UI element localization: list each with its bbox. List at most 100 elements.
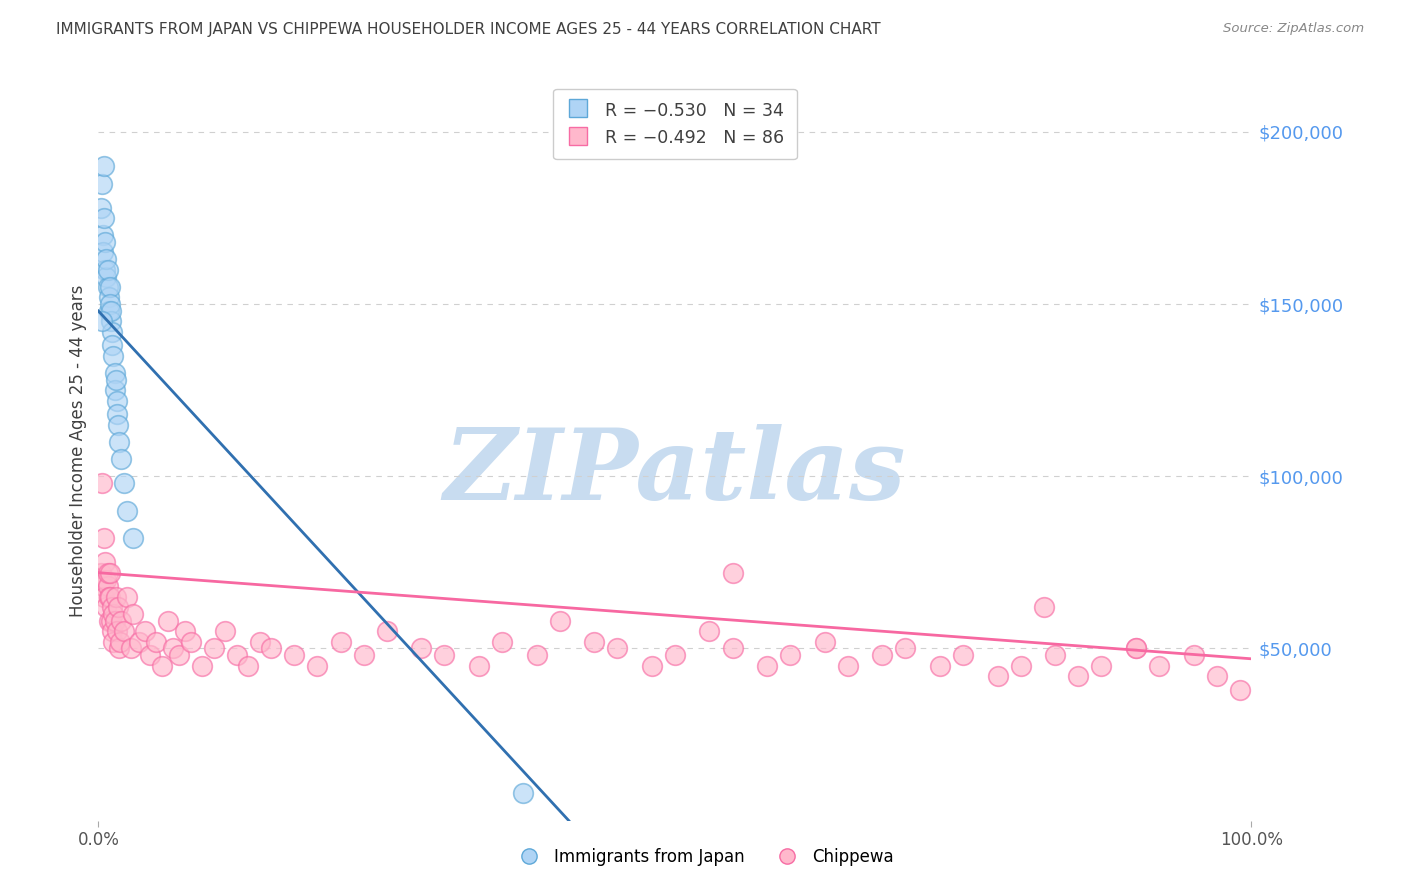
Point <box>97 262 120 277</box>
Point <box>101 624 124 639</box>
Point <box>93 531 115 545</box>
Point <box>120 641 142 656</box>
Point <box>307 658 329 673</box>
Point <box>117 504 139 518</box>
Point <box>699 624 721 639</box>
Point <box>97 290 120 304</box>
Point <box>100 304 122 318</box>
Point <box>122 607 145 621</box>
Point <box>105 393 128 408</box>
Point <box>96 252 118 267</box>
Point <box>1229 682 1251 697</box>
Point <box>91 579 114 593</box>
Point <box>93 590 115 604</box>
Point <box>929 658 952 673</box>
Point <box>98 566 121 580</box>
Point <box>104 373 127 387</box>
Point <box>1010 658 1032 673</box>
Point <box>238 658 260 673</box>
Point <box>1045 648 1067 663</box>
Point <box>117 590 139 604</box>
Point <box>548 614 571 628</box>
Legend: R = −0.530   N = 34, R = −0.492   N = 86: R = −0.530 N = 34, R = −0.492 N = 86 <box>553 89 797 160</box>
Point <box>91 245 114 260</box>
Point <box>90 177 112 191</box>
Point <box>107 417 129 432</box>
Point <box>112 476 135 491</box>
Point <box>375 624 398 639</box>
Point <box>894 641 917 656</box>
Point <box>329 634 352 648</box>
Point <box>110 634 132 648</box>
Point <box>283 648 305 663</box>
Text: IMMIGRANTS FROM JAPAN VS CHIPPEWA HOUSEHOLDER INCOME AGES 25 - 44 YEARS CORRELAT: IMMIGRANTS FROM JAPAN VS CHIPPEWA HOUSEH… <box>56 22 882 37</box>
Point <box>94 555 117 569</box>
Point <box>94 235 117 249</box>
Point <box>104 590 127 604</box>
Point <box>93 160 115 174</box>
Point <box>145 634 167 648</box>
Point <box>512 786 534 800</box>
Point <box>122 531 145 545</box>
Point <box>214 624 236 639</box>
Point <box>779 648 801 663</box>
Point <box>167 648 190 663</box>
Point <box>90 573 112 587</box>
Point <box>96 269 118 284</box>
Point <box>837 658 859 673</box>
Point <box>952 648 974 663</box>
Point <box>97 579 120 593</box>
Point <box>97 566 120 580</box>
Point <box>98 280 121 294</box>
Point <box>105 624 128 639</box>
Point <box>96 573 118 587</box>
Point <box>105 407 128 421</box>
Point <box>1182 648 1205 663</box>
Point <box>90 566 112 580</box>
Point <box>110 614 132 628</box>
Point <box>1147 658 1170 673</box>
Point <box>128 634 150 648</box>
Point <box>249 634 271 648</box>
Point <box>1125 641 1147 656</box>
Point <box>1205 669 1227 683</box>
Point <box>606 641 628 656</box>
Point <box>90 201 112 215</box>
Y-axis label: Householder Income Ages 25 - 44 years: Householder Income Ages 25 - 44 years <box>69 285 87 616</box>
Point <box>433 648 456 663</box>
Point <box>1125 641 1147 656</box>
Point <box>721 641 744 656</box>
Point <box>103 366 125 380</box>
Point <box>150 658 173 673</box>
Point <box>814 634 837 648</box>
Point <box>110 452 132 467</box>
Point <box>103 607 125 621</box>
Point <box>98 590 121 604</box>
Point <box>103 349 125 363</box>
Point <box>491 634 513 648</box>
Point <box>91 228 114 243</box>
Point <box>353 648 375 663</box>
Point <box>756 658 779 673</box>
Point <box>468 658 491 673</box>
Point <box>174 624 197 639</box>
Point <box>1090 658 1112 673</box>
Point <box>107 600 129 615</box>
Point <box>90 314 112 328</box>
Point <box>260 641 283 656</box>
Text: Source: ZipAtlas.com: Source: ZipAtlas.com <box>1223 22 1364 36</box>
Point <box>987 669 1010 683</box>
Point <box>100 314 122 328</box>
Point <box>101 600 124 615</box>
Text: ZIPatlas: ZIPatlas <box>444 425 905 521</box>
Point <box>97 280 120 294</box>
Legend: Immigrants from Japan, Chippewa: Immigrants from Japan, Chippewa <box>506 842 900 873</box>
Point <box>96 600 118 615</box>
Point <box>1032 600 1054 615</box>
Point <box>101 325 124 339</box>
Point <box>97 590 120 604</box>
Point <box>411 641 433 656</box>
Point <box>112 624 135 639</box>
Point <box>103 634 125 648</box>
Point <box>93 211 115 225</box>
